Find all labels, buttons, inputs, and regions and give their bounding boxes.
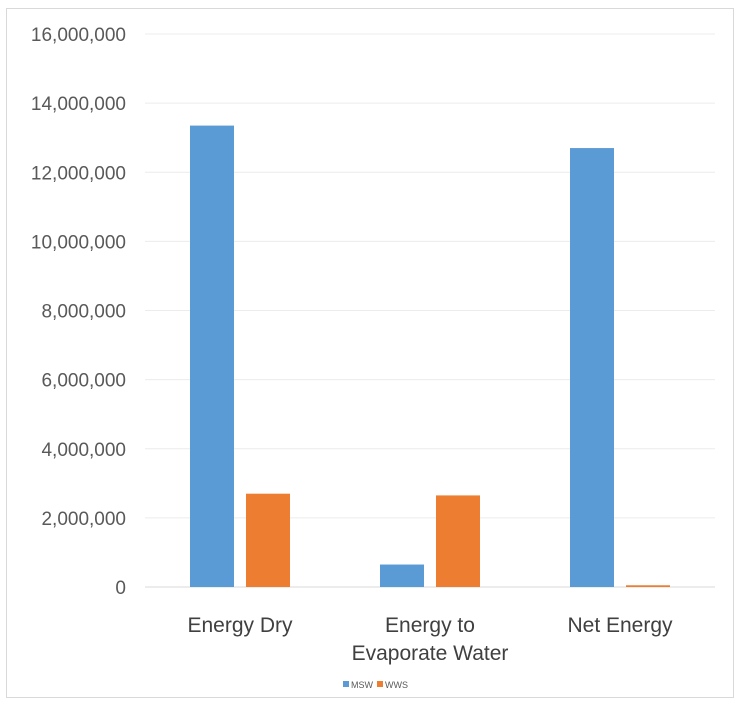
bar-msw bbox=[190, 125, 234, 587]
y-tick-label: 6,000,000 bbox=[41, 371, 126, 392]
legend-label-msw: MSW bbox=[351, 680, 374, 690]
y-tick-label: 10,000,000 bbox=[31, 232, 126, 253]
category-label-line: Evaporate Water bbox=[352, 642, 509, 665]
bar-wws bbox=[626, 585, 670, 587]
y-tick-label: 8,000,000 bbox=[41, 302, 126, 323]
category-label-line: Energy Dry bbox=[187, 614, 293, 637]
bars bbox=[190, 125, 670, 587]
category-label: Energy Dry bbox=[187, 614, 293, 637]
legend-swatch-msw bbox=[343, 681, 349, 687]
category-label: Net Energy bbox=[567, 614, 673, 637]
bar-wws bbox=[246, 493, 290, 587]
y-tick-label: 16,000,000 bbox=[31, 25, 126, 46]
category-label: Energy to Evaporate Water bbox=[352, 614, 509, 665]
legend: MSW WWS bbox=[343, 680, 408, 690]
category-label-line: Net Energy bbox=[567, 614, 673, 637]
gridlines bbox=[145, 33, 715, 588]
legend-swatch-wws bbox=[377, 681, 383, 687]
bar-wws bbox=[436, 495, 480, 587]
y-tick-label: 0 bbox=[115, 578, 126, 599]
y-tick-label: 12,000,000 bbox=[31, 163, 126, 184]
y-axis-tick-labels: 0 2,000,000 4,000,000 6,000,000 8,000,000 10,… bbox=[31, 25, 126, 599]
bar-msw bbox=[570, 148, 614, 587]
legend-label-wws: WWS bbox=[385, 680, 408, 690]
y-tick-label: 14,000,000 bbox=[31, 94, 126, 115]
bar-msw bbox=[380, 564, 424, 587]
y-tick-label: 2,000,000 bbox=[41, 509, 126, 530]
category-label-line: Energy to bbox=[385, 614, 475, 637]
y-tick-label: 4,000,000 bbox=[41, 440, 126, 461]
x-axis-category-labels: Energy Dry Energy to Evaporate Water Net En… bbox=[187, 614, 673, 665]
